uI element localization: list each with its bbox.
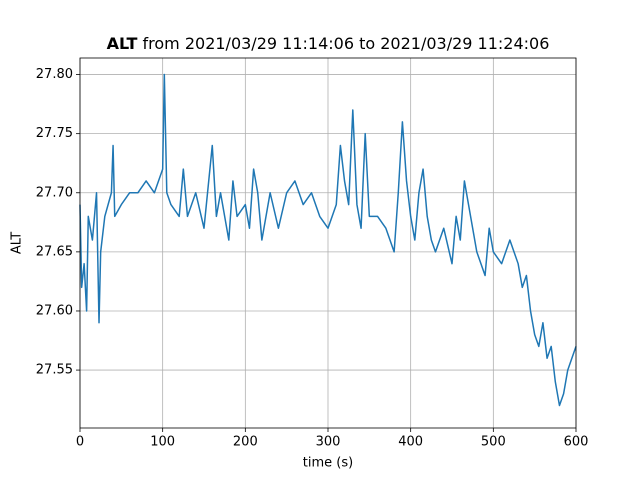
title-bold: ALT xyxy=(107,34,138,53)
x-tick-label: 100 xyxy=(150,435,175,450)
x-tick-label: 500 xyxy=(481,435,506,450)
y-tick-label: 27.75 xyxy=(36,126,73,141)
title-rest: from 2021/03/29 11:14:06 to 2021/03/29 1… xyxy=(143,34,550,53)
x-tick-label: 400 xyxy=(398,435,423,450)
x-axis-label: time (s) xyxy=(303,456,353,471)
x-tick-label: 600 xyxy=(564,435,589,450)
y-tick-label: 27.55 xyxy=(36,363,73,378)
y-tick-label: 27.65 xyxy=(36,244,73,259)
x-tick-label: 200 xyxy=(233,435,258,450)
x-tick-label: 0 xyxy=(76,435,84,450)
y-tick-label: 27.70 xyxy=(36,185,73,200)
x-tick-label: 300 xyxy=(316,435,341,450)
y-tick-label: 27.60 xyxy=(36,303,73,318)
chart-title: ALT from 2021/03/29 11:14:06 to 2021/03/… xyxy=(107,34,550,53)
y-tick-label: 27.80 xyxy=(36,67,73,82)
plot-frame xyxy=(79,57,577,429)
y-axis-label: ALT xyxy=(10,232,25,254)
data-line xyxy=(79,73,577,407)
